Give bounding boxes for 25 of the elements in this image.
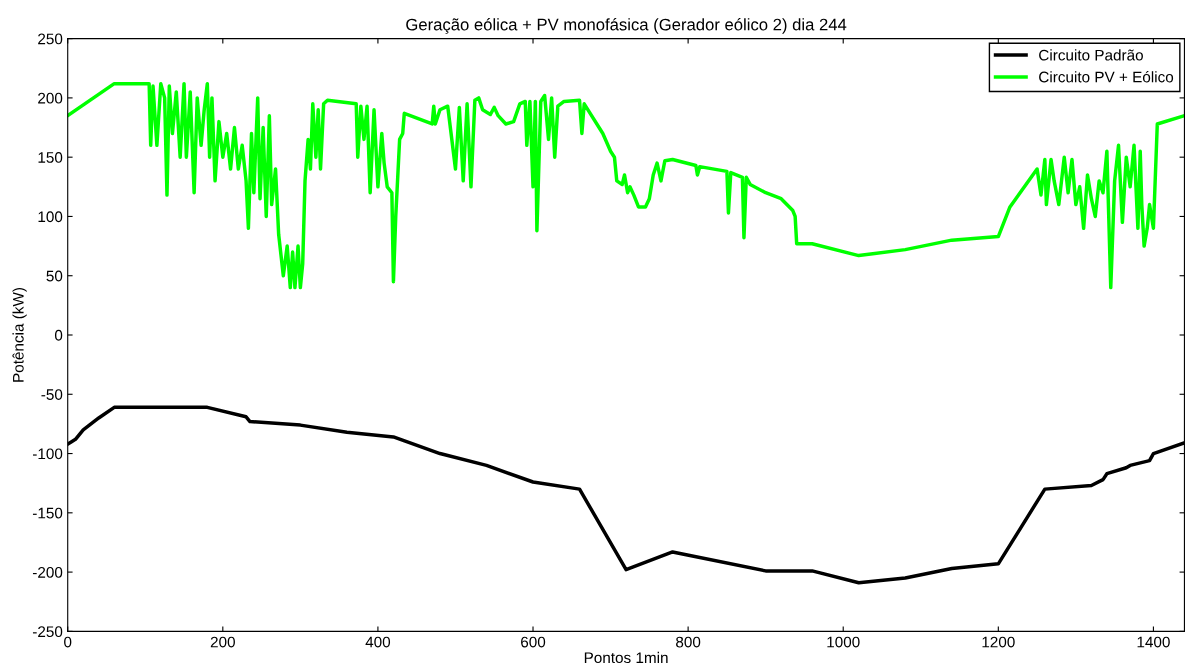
y-tick-label: -150 [32, 507, 63, 519]
y-tick-label: -100 [32, 448, 63, 460]
x-tick-label: 200 [210, 636, 235, 648]
y-tick-label: 150 [38, 152, 63, 163]
y-tick-label: -200 [32, 566, 63, 578]
y-tick-label: -250 [32, 626, 63, 638]
y-axis-title: Potência (kW) [12, 287, 27, 382]
x-tick-label: 1200 [982, 636, 1015, 648]
y-tick-label: -50 [41, 389, 63, 400]
y-tick-label: 100 [38, 211, 63, 223]
x-tick-label: 400 [365, 636, 391, 648]
x-tick-label: 1000 [827, 636, 860, 648]
y-tick-label: 50 [46, 270, 63, 282]
chart-title: Geração eólica + PV monofásica (Gerador eólico 2) dia 244 [406, 18, 847, 34]
y-tick-label: 0 [54, 329, 63, 341]
legend-label: Circuito PV + Eólico [1039, 71, 1174, 83]
legend-label: Circuito Padrão [1039, 49, 1143, 61]
x-tick-label: 0 [64, 636, 72, 648]
y-tick-label: 250 [38, 33, 63, 45]
x-axis-title: Pontos 1min [584, 651, 668, 664]
x-tick-label: 600 [521, 636, 546, 648]
x-tick-label: 1400 [1137, 636, 1170, 648]
line-series [67, 81, 1185, 290]
x-tick-label: 800 [676, 636, 701, 648]
y-tick-label: 200 [38, 92, 63, 104]
